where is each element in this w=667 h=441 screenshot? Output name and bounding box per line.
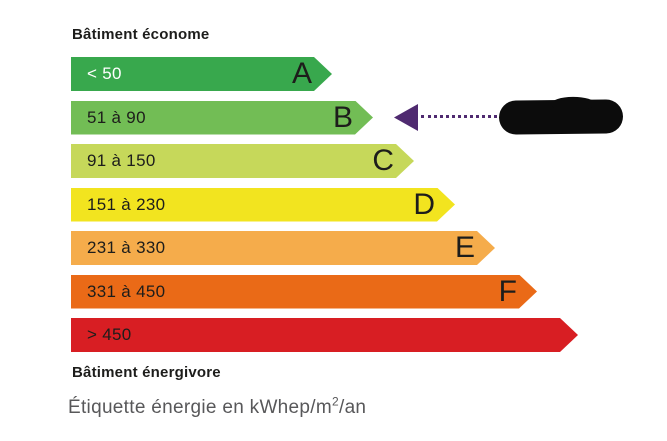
energy-range-label: > 450	[87, 325, 132, 344]
energy-class-bar: < 50 A	[71, 57, 332, 91]
caption-superscript: 2	[332, 394, 339, 409]
energy-range-label: 331 à 450	[87, 281, 166, 301]
energy-class-bar: 91 à 150 C	[71, 144, 414, 178]
caption-unit-suffix: /an	[338, 397, 367, 418]
energy-class-letter: C	[372, 144, 394, 177]
energy-class-bar: 231 à 330 E	[71, 231, 495, 265]
energy-class-letter: B	[332, 100, 353, 134]
economical-building-label: Bâtiment économe	[72, 26, 210, 43]
pointer-dotted-line	[421, 115, 503, 118]
energy-scale: < 50 A 51 à 90 B 91 à 150 C 151 à 230 D …	[71, 57, 578, 362]
energy-class-bar: 51 à 90 B	[71, 101, 373, 135]
energy-class-letter: A	[291, 57, 312, 90]
energy-label-caption: Étiquette énergie en kWhep/m2/an	[68, 394, 367, 419]
energy-class-letter: E	[454, 231, 475, 264]
energy-range-label: 51 à 90	[87, 107, 146, 127]
energy-range-label: < 50	[87, 64, 122, 83]
energy-range-label: 151 à 230	[87, 194, 166, 214]
energy-class-bar: 151 à 230 D	[71, 188, 455, 222]
energy-class-bar: 331 à 450 F	[71, 275, 537, 309]
energy-intensive-building-label: Bâtiment énergivore	[72, 364, 221, 381]
caption-text: Étiquette énergie en kWhep/m	[68, 397, 332, 418]
energy-range-label: 231 à 330	[87, 238, 166, 257]
energy-range-label: 91 à 150	[87, 151, 156, 170]
energy-class-letter: D	[413, 187, 435, 221]
redacted-value-overlay	[498, 99, 624, 135]
energy-class-letter: F	[498, 274, 517, 308]
energy-class-bar: > 450	[71, 318, 578, 352]
